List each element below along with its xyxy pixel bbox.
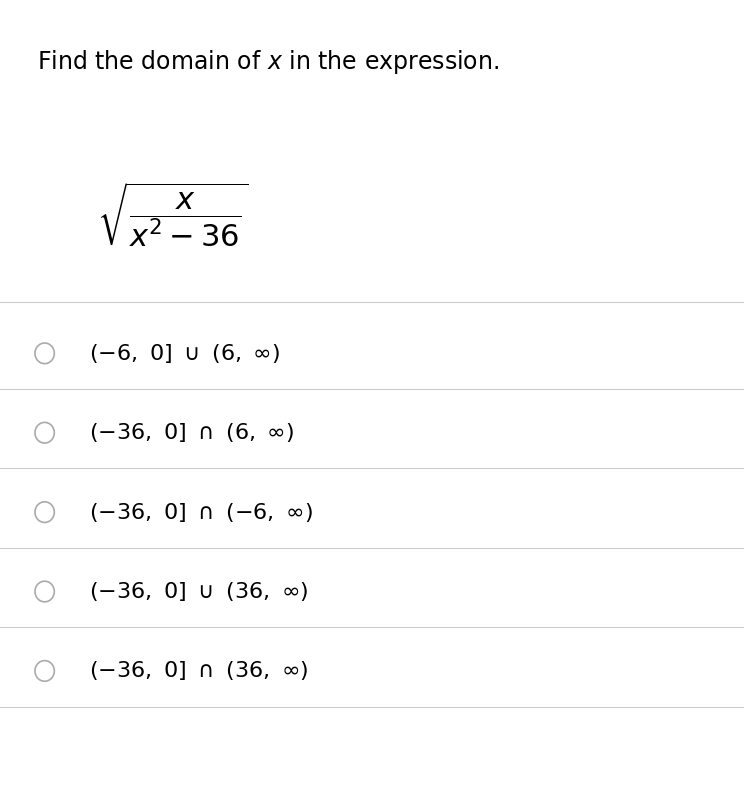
Text: $(- 36,\ 0]\ \cap\ (-6,\ \infty)$: $(- 36,\ 0]\ \cap\ (-6,\ \infty)$ bbox=[89, 501, 313, 523]
Text: $(- 36,\ 0]\ \cup\ (36,\ \infty)$: $(- 36,\ 0]\ \cup\ (36,\ \infty)$ bbox=[89, 580, 309, 603]
Text: $(- 36,\ 0]\ \cap\ (36,\ \infty)$: $(- 36,\ 0]\ \cap\ (36,\ \infty)$ bbox=[89, 660, 309, 682]
Text: Find the domain of $x$ in the expression.: Find the domain of $x$ in the expression… bbox=[37, 48, 499, 75]
Text: $(- 36,\ 0]\ \cap\ (6,\ \infty)$: $(- 36,\ 0]\ \cap\ (6,\ \infty)$ bbox=[89, 422, 295, 444]
Text: $(- 6,\ 0]\ \cup\ (6,\ \infty)$: $(- 6,\ 0]\ \cup\ (6,\ \infty)$ bbox=[89, 342, 280, 364]
Text: $\sqrt{\dfrac{x}{x^2-36}}$: $\sqrt{\dfrac{x}{x^2-36}}$ bbox=[97, 180, 248, 249]
